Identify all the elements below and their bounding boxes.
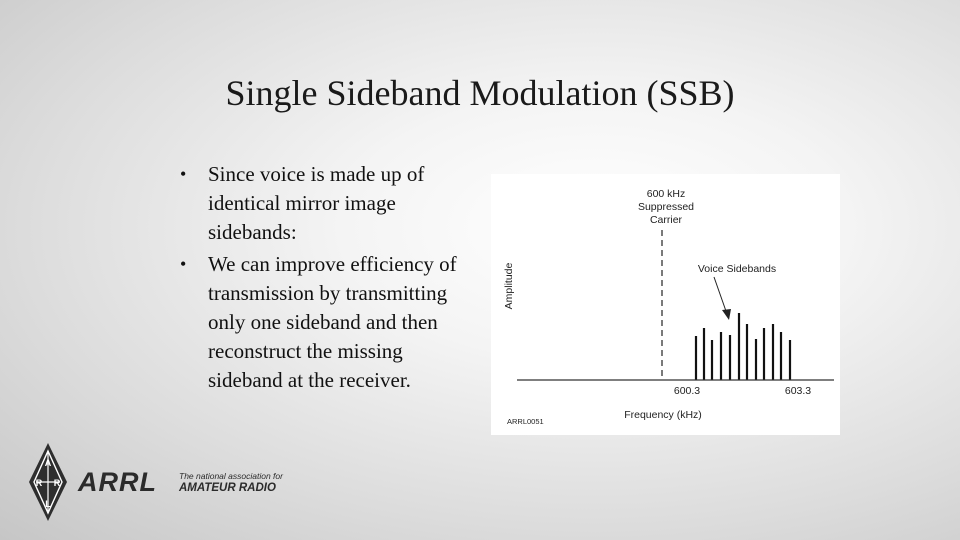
svg-text:L: L [45,499,51,509]
carrier-label-line: Carrier [650,214,683,226]
sideband-bars [694,313,792,380]
bullet-item: Since voice is made up of identical mirr… [178,160,478,247]
y-axis-label: Amplitude [503,263,515,310]
arrl-logo: A R R L ARRL The national association fo… [28,441,328,528]
svg-text:A: A [45,458,52,468]
arrl-tagline-bold: AMATEUR RADIO [178,482,276,494]
tick-label-left: 600.3 [674,385,700,397]
slide-title: Single Sideband Modulation (SSB) [225,73,735,113]
sidebands-arrowhead [722,309,731,320]
tick-label-right: 603.3 [785,385,811,397]
arrl-wordmark: ARRL [77,467,157,497]
carrier-label-line: Suppressed [638,201,694,213]
ssb-spectrum-diagram: 600 kHz Suppressed Carrier Amplitude Voi… [491,174,840,435]
voice-sidebands-label: Voice Sidebands [698,263,776,275]
bullet-item: We can improve efficiency of transmissio… [178,250,478,395]
bullet-list: Since voice is made up of identical mirr… [178,160,478,398]
carrier-label-line: 600 kHz [647,188,686,200]
x-axis-label: Frequency (kHz) [624,409,702,421]
arrl-tagline: The national association for [179,471,284,481]
svg-text:R: R [54,478,61,488]
arrl-diamond-emblem: A R R L [29,443,67,521]
figure-id: ARRL0051 [507,417,544,426]
sidebands-arrow [713,276,728,315]
svg-text:R: R [36,478,43,488]
